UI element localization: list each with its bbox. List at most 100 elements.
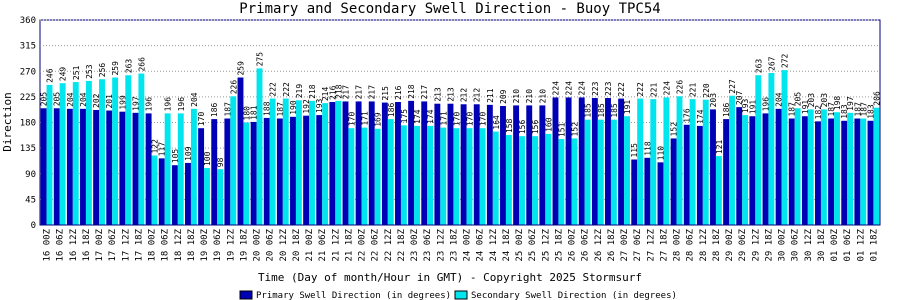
value-label: 191	[748, 100, 757, 115]
bar	[762, 113, 769, 225]
bar	[539, 105, 546, 225]
bar	[565, 97, 572, 225]
value-label: 197	[131, 96, 140, 111]
x-tick-label: 16 00Z	[43, 228, 53, 261]
bar	[381, 102, 388, 225]
value-label: 226	[229, 80, 238, 95]
value-label: 100	[203, 151, 212, 166]
y-tick-label: 45	[25, 195, 36, 205]
bar	[198, 128, 205, 225]
bar	[387, 119, 394, 225]
bar	[618, 98, 625, 225]
x-tick-label: 28 12Z	[699, 228, 709, 261]
x-tick-label: 18 12Z	[174, 228, 184, 261]
bar	[276, 118, 283, 225]
value-label: 210	[525, 89, 534, 104]
value-label: 180	[242, 106, 251, 121]
bar	[578, 97, 585, 225]
bar	[348, 128, 355, 225]
x-tick-label: 25 00Z	[515, 228, 525, 261]
x-tick-label: 16 12Z	[69, 228, 79, 261]
x-tick-label: 20 06Z	[266, 228, 276, 261]
chart-title: Primary and Secondary Swell Direction - …	[239, 1, 660, 17]
value-label: 223	[591, 81, 600, 96]
bar	[571, 138, 578, 225]
value-label: 187	[853, 102, 862, 117]
value-label: 222	[636, 82, 645, 97]
value-label: 249	[59, 67, 68, 82]
value-label: 224	[565, 81, 574, 96]
value-label: 222	[269, 82, 278, 97]
value-label: 204	[66, 92, 75, 107]
value-label: 272	[781, 53, 790, 68]
x-tick-label: 25 06Z	[528, 228, 538, 261]
value-label: 185	[584, 103, 593, 118]
bar	[749, 116, 756, 225]
legend-label: Secondary Swell Direction (in degrees)	[471, 291, 677, 300]
x-tick-label: 16 18Z	[82, 228, 92, 261]
value-label: 190	[289, 100, 298, 115]
value-label: 215	[381, 86, 390, 101]
legend-label: Primary Swell Direction (in degrees)	[256, 291, 451, 300]
bar	[46, 84, 53, 226]
bar	[873, 107, 880, 225]
bar	[145, 113, 152, 225]
x-tick-label: 22 06Z	[371, 228, 381, 261]
value-label: 203	[807, 93, 816, 108]
value-label: 210	[512, 89, 521, 104]
value-label: 263	[754, 59, 763, 74]
x-tick-label: 26 18Z	[607, 228, 617, 261]
bar	[702, 99, 709, 225]
bar	[584, 119, 591, 225]
value-label: 188	[263, 101, 272, 116]
x-tick-label: 25 18Z	[554, 228, 564, 261]
x-tick-label: 23 06Z	[423, 228, 433, 261]
x-tick-label: 27 18Z	[659, 228, 669, 261]
bar	[447, 103, 454, 225]
bar	[513, 105, 520, 225]
value-label: 117	[158, 142, 167, 157]
value-label: 196	[761, 97, 770, 112]
x-tick-label: 21 00Z	[305, 228, 315, 261]
y-tick-label: 225	[20, 93, 36, 103]
bar	[164, 113, 171, 225]
value-label: 187	[276, 102, 285, 117]
bar	[40, 108, 47, 225]
bar	[112, 77, 119, 225]
bar	[322, 103, 329, 225]
value-label: 170	[466, 112, 475, 127]
bar	[558, 139, 565, 225]
value-label: 222	[617, 82, 626, 97]
bar	[263, 117, 270, 225]
bar	[290, 116, 296, 225]
value-label: 204	[79, 92, 88, 107]
bar	[303, 115, 310, 225]
value-label: 224	[578, 81, 587, 96]
bar	[860, 118, 867, 225]
value-label: 176	[683, 108, 692, 123]
value-label: 198	[833, 96, 842, 111]
bar	[408, 100, 415, 225]
y-tick-label: 315	[20, 42, 36, 52]
value-label: 217	[355, 85, 364, 100]
value-label: 205	[53, 92, 62, 107]
y-tick-label: 90	[25, 170, 36, 180]
value-label: 221	[689, 83, 698, 98]
value-label: 204	[775, 92, 784, 107]
bar	[683, 124, 690, 225]
value-label: 186	[387, 102, 396, 117]
bar	[715, 156, 722, 225]
value-label: 152	[571, 122, 580, 137]
bar	[644, 157, 651, 225]
value-label: 196	[177, 97, 186, 112]
value-label: 259	[236, 61, 245, 76]
y-tick-label: 270	[20, 67, 36, 77]
value-label: 186	[722, 102, 731, 117]
value-label: 213	[446, 87, 455, 102]
value-label: 170	[347, 112, 356, 127]
bar	[486, 104, 493, 225]
x-tick-label: 29 06Z	[738, 228, 748, 261]
y-tick-label: 180	[20, 119, 36, 129]
bar	[605, 98, 611, 225]
